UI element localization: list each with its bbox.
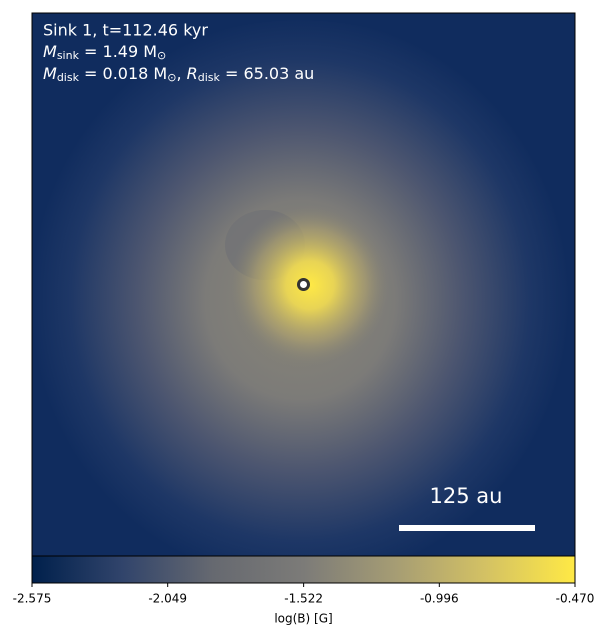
field-image	[32, 13, 575, 556]
annotation: Sink 1, t=112.46 kyr	[43, 21, 208, 40]
sink-marker	[297, 278, 310, 291]
tick-label: -0.470	[556, 592, 595, 606]
annotations: Sink 1, t=112.46 kyr Msink = 1.49 M⊙ Mdi…	[43, 21, 502, 509]
tick-label: -1.522	[284, 592, 323, 606]
tick-label: -2.049	[148, 592, 187, 606]
scale-bar	[399, 525, 535, 531]
tick-label: -0.996	[420, 592, 459, 606]
colorbar-label: log(B) [G]	[274, 612, 332, 626]
annotation: Msink = 1.49 M⊙	[43, 42, 166, 63]
tick-label: -2.575	[13, 592, 52, 606]
colorbar	[31, 555, 576, 584]
scale-bar-label: 125 au	[430, 484, 503, 508]
annotation: Mdisk = 0.018 M⊙, Rdisk = 65.03 au	[43, 64, 314, 85]
